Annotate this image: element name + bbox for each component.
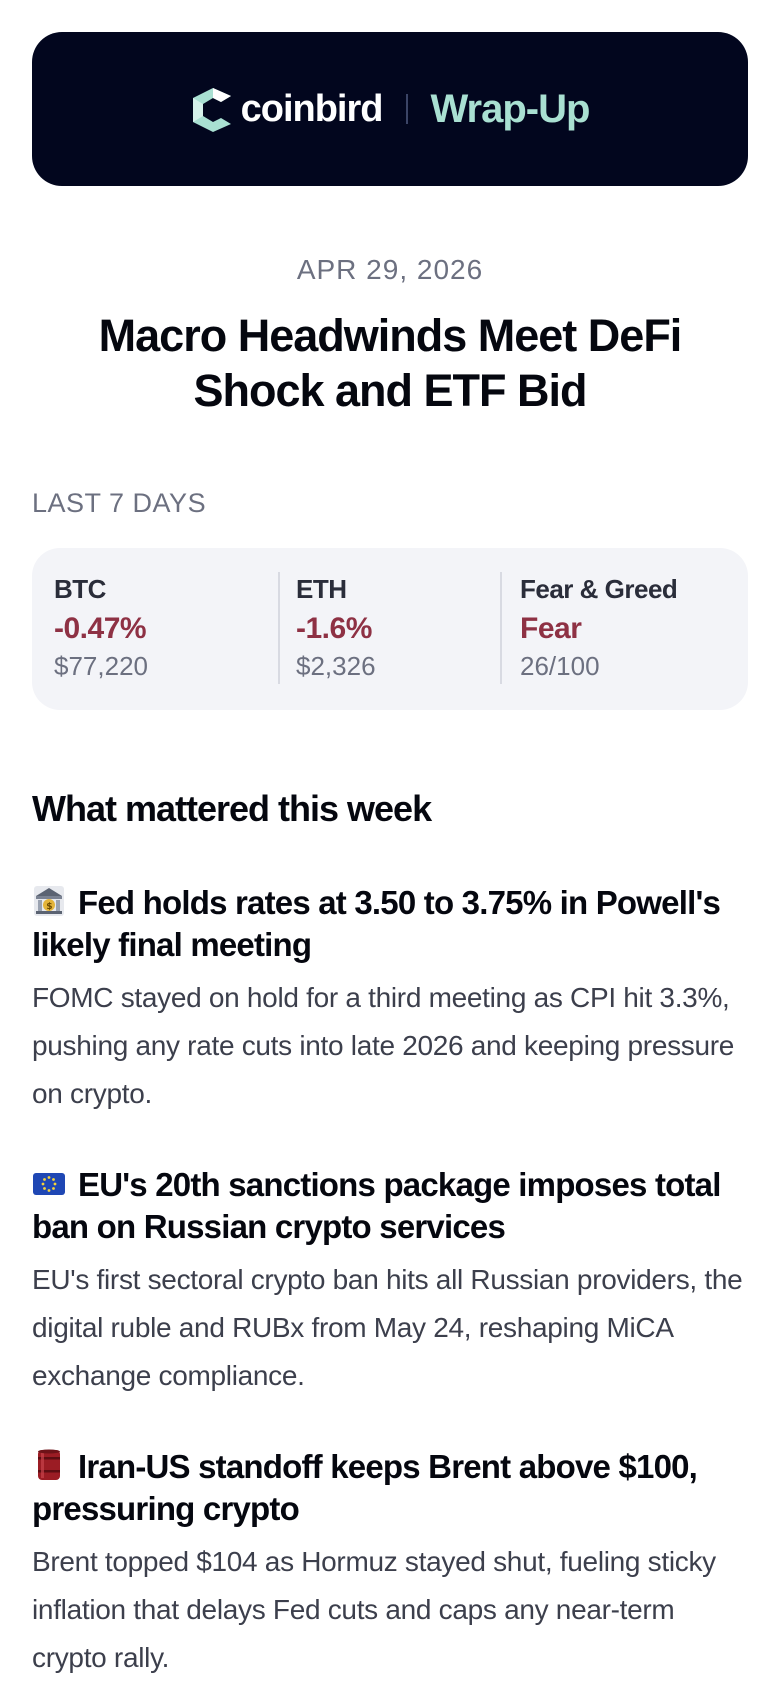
stat-change: Fear bbox=[520, 612, 582, 645]
newsletter-header: coinbird Wrap-Up bbox=[32, 32, 748, 186]
oil-barrel-icon bbox=[38, 1449, 60, 1480]
eu-flag-icon bbox=[33, 1173, 65, 1195]
product-name: Wrap-Up bbox=[430, 86, 590, 131]
stat-score: 26/100 bbox=[520, 651, 600, 681]
period-label: LAST 7 DAYS bbox=[32, 488, 207, 518]
news-headline-text: Iran-US standoff keeps Brent above $100,… bbox=[32, 1448, 698, 1527]
market-stats-card: BTC -0.47% $77,220 ETH -1.6% $2,326 Fear… bbox=[32, 548, 748, 710]
stat-label: Fear & Greed bbox=[520, 574, 678, 604]
news-summary: Brent topped $104 as Hormuz stayed shut,… bbox=[32, 1546, 716, 1673]
issue-title: Macro Headwinds Meet DeFi Shock and ETF … bbox=[98, 310, 683, 416]
brand-name: coinbird bbox=[240, 87, 384, 130]
news-headline-text: Fed holds rates at 3.50 to 3.75% in Powe… bbox=[32, 884, 721, 963]
svg-text:$: $ bbox=[46, 902, 52, 912]
news-headline[interactable]: $ Fed holds rates at 3.50 to 3.75% in Po… bbox=[32, 882, 752, 966]
stat-eth: ETH -1.6% $2,326 bbox=[296, 572, 376, 686]
stat-label: BTC bbox=[54, 574, 106, 604]
news-item: EU's 20th sanctions package imposes tota… bbox=[32, 1164, 752, 1400]
stat-change: -1.6% bbox=[296, 612, 372, 645]
stat-label: ETH bbox=[296, 574, 347, 604]
news-summary: EU's first sectoral crypto ban hits all … bbox=[32, 1264, 743, 1391]
stat-divider bbox=[500, 572, 502, 684]
news-headline[interactable]: EU's 20th sanctions package imposes tota… bbox=[32, 1164, 752, 1248]
stat-price: $2,326 bbox=[296, 651, 376, 681]
news-headline[interactable]: Iran-US standoff keeps Brent above $100,… bbox=[32, 1446, 752, 1530]
news-headline-text: EU's 20th sanctions package imposes tota… bbox=[32, 1166, 721, 1245]
news-item: Iran-US standoff keeps Brent above $100,… bbox=[32, 1446, 752, 1682]
stat-change: -0.47% bbox=[54, 612, 147, 645]
stat-divider bbox=[278, 572, 280, 684]
issue-date: APR 29, 2026 bbox=[296, 254, 484, 285]
coinbird-logo-icon bbox=[192, 88, 231, 132]
news-summary: FOMC stayed on hold for a third meeting … bbox=[32, 982, 735, 1109]
stat-price: $77,220 bbox=[54, 651, 148, 681]
stat-btc: BTC -0.47% $77,220 bbox=[54, 572, 148, 686]
stat-fear-greed: Fear & Greed Fear 26/100 bbox=[520, 572, 678, 686]
news-item: $ Fed holds rates at 3.50 to 3.75% in Po… bbox=[32, 882, 752, 1118]
bank-icon: $ bbox=[34, 886, 64, 916]
header-divider bbox=[406, 94, 409, 124]
section-title: What mattered this week bbox=[32, 788, 432, 829]
